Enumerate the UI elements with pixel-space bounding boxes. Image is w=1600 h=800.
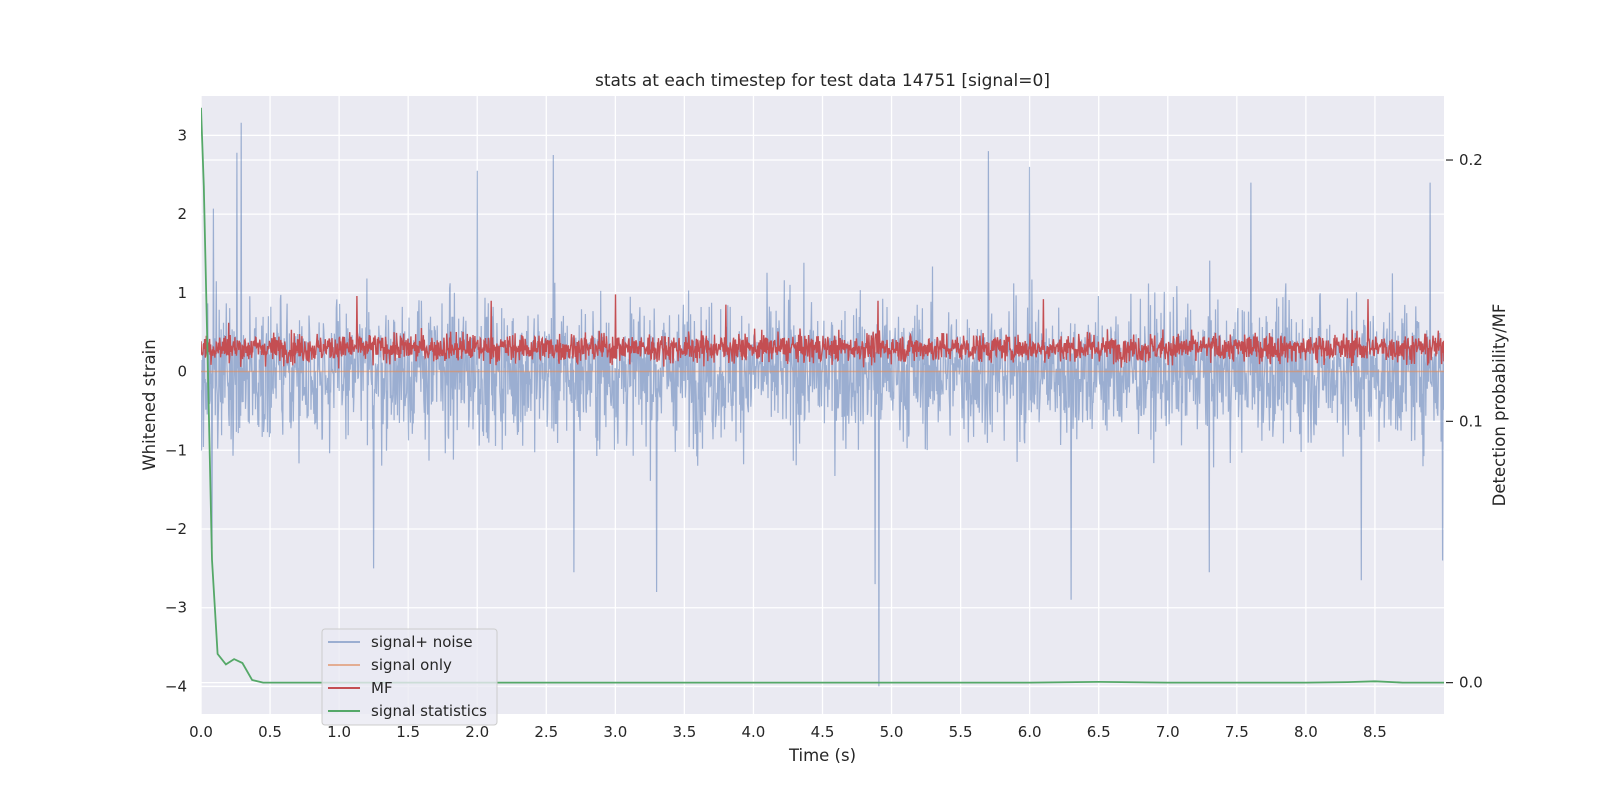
x-tick-label: 8.5 — [1363, 723, 1387, 741]
x-tick-label: 3.5 — [672, 723, 696, 741]
x-tick-label: 5.5 — [949, 723, 973, 741]
legend-label: signal+ noise — [371, 633, 473, 651]
y-tick-label: 1 — [177, 284, 187, 302]
y-axis-label: Whitened strain — [140, 339, 159, 470]
y-tick-label: −4 — [165, 677, 187, 695]
legend-label: signal statistics — [371, 702, 487, 720]
x-tick-label: 6.5 — [1087, 723, 1111, 741]
x-tick-label: 4.0 — [742, 723, 766, 741]
x-tick-label: 2.0 — [465, 723, 489, 741]
series-line-signal-statistics — [201, 107, 1444, 684]
y2-tick-label: 0.0 — [1459, 674, 1483, 692]
y-tick-label: 3 — [177, 126, 187, 144]
x-tick-label: 2.5 — [534, 723, 558, 741]
x-tick-label: 7.0 — [1156, 723, 1180, 741]
x-tick-label: 8.0 — [1294, 723, 1318, 741]
x-axis-label: Time (s) — [788, 746, 856, 765]
x-tick-label: 5.0 — [880, 723, 904, 741]
y-tick-label: −1 — [165, 441, 187, 459]
legend-label: MF — [371, 679, 393, 697]
y-tick-label: 2 — [177, 205, 187, 223]
y-tick-label: −3 — [165, 599, 187, 617]
x-tick-label: 1.5 — [396, 723, 420, 741]
x-tick-label: 1.0 — [327, 723, 351, 741]
legend: signal+ noise signal only MF signal statist… — [321, 628, 498, 726]
y2-axis-label: Detection probability/MF — [1490, 304, 1509, 507]
legend-label: signal only — [371, 656, 452, 674]
legend-box — [321, 628, 498, 726]
y-tick-label: 0 — [177, 363, 187, 381]
ticks: 0.0 0.5 1.0 1.5 2.0 2.5 3.0 3.5 4.0 4.5 5.0 5.5 6.0 6… — [165, 126, 1483, 741]
x-tick-label: 3.0 — [603, 723, 627, 741]
y2-tick-label: 0.1 — [1459, 412, 1483, 430]
series-line-mf — [201, 294, 1444, 369]
x-tick-label: 0.0 — [189, 723, 213, 741]
x-tick-label: 7.5 — [1225, 723, 1249, 741]
x-tick-label: 6.0 — [1018, 723, 1042, 741]
y-tick-label: −2 — [165, 520, 187, 538]
y2-tick-label: 0.2 — [1459, 151, 1483, 169]
series-line-signal-noise — [201, 122, 1444, 687]
series-layer — [201, 107, 1444, 687]
chart-title: stats at each timestep for test data 147… — [595, 71, 1050, 91]
x-tick-label: 0.5 — [258, 723, 282, 741]
x-tick-label: 4.5 — [811, 723, 835, 741]
